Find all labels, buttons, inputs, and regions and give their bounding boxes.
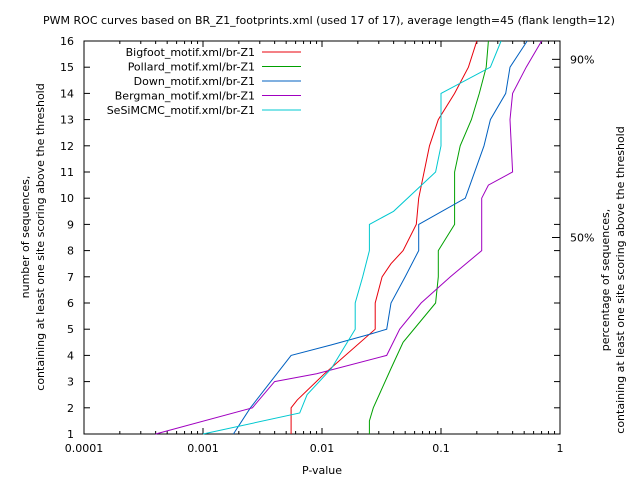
- y-axis-label-line2: containing at least one site scoring abo…: [34, 83, 47, 390]
- x-axis-label: P-value: [302, 464, 342, 477]
- y2-tick-label: 90%: [570, 53, 594, 66]
- y-tick-label: 5: [67, 323, 74, 336]
- legend: Bigfoot_motif.xml/br-Z1 Pollard_motif.xml…: [107, 46, 301, 117]
- series-line: [202, 40, 502, 435]
- y-tick-label: 8: [67, 245, 74, 258]
- chart-title: PWM ROC curves based on BR_Z1_footprints…: [43, 14, 615, 27]
- y-tick-label: 13: [60, 114, 74, 127]
- legend-label: Down_motif.xml/br-Z1: [134, 75, 255, 88]
- y-tick-label: 14: [60, 87, 74, 100]
- x-tick-label: 1: [557, 442, 564, 455]
- y-tick-label: 10: [60, 192, 74, 205]
- y-tick-label: 16: [60, 35, 74, 48]
- y-axis-label-line1: number of sequences,: [19, 176, 32, 299]
- series-line: [368, 40, 489, 434]
- series-lines: [155, 40, 543, 435]
- legend-label: Bigfoot_motif.xml/br-Z1: [126, 46, 255, 59]
- y-tick-label: 1: [67, 428, 74, 441]
- y-tick-label: 9: [67, 218, 74, 231]
- x-tick-label: 0.001: [187, 442, 219, 455]
- y-tick-label: 7: [67, 271, 74, 284]
- x-tick-label: 0.01: [310, 442, 335, 455]
- y-tick-label: 6: [67, 297, 74, 310]
- series-line: [155, 40, 543, 435]
- legend-label: Bergman_motif.xml/br-Z1: [115, 90, 255, 103]
- y-tick-label: 12: [60, 140, 74, 153]
- series-line: [290, 40, 478, 434]
- y2-tick-label: 50%: [570, 232, 594, 245]
- legend-label: SeSiMCMC_motif.xml/br-Z1: [107, 104, 255, 117]
- y-tick-label: 11: [60, 166, 74, 179]
- legend-label: Pollard_motif.xml/br-Z1: [128, 61, 255, 74]
- y2-axis-label-line1: percentage of sequences,: [599, 209, 612, 351]
- x-tick-label: 0.0001: [65, 442, 104, 455]
- y-tick-label: 2: [67, 402, 74, 415]
- x-tick-label: 0.1: [432, 442, 450, 455]
- y-tick-label: 4: [67, 349, 74, 362]
- series-line: [232, 40, 528, 435]
- y-tick-label: 15: [60, 61, 74, 74]
- y-tick-label: 3: [67, 376, 74, 389]
- y2-axis-label-line2: containing at least one site scoring abo…: [614, 126, 627, 433]
